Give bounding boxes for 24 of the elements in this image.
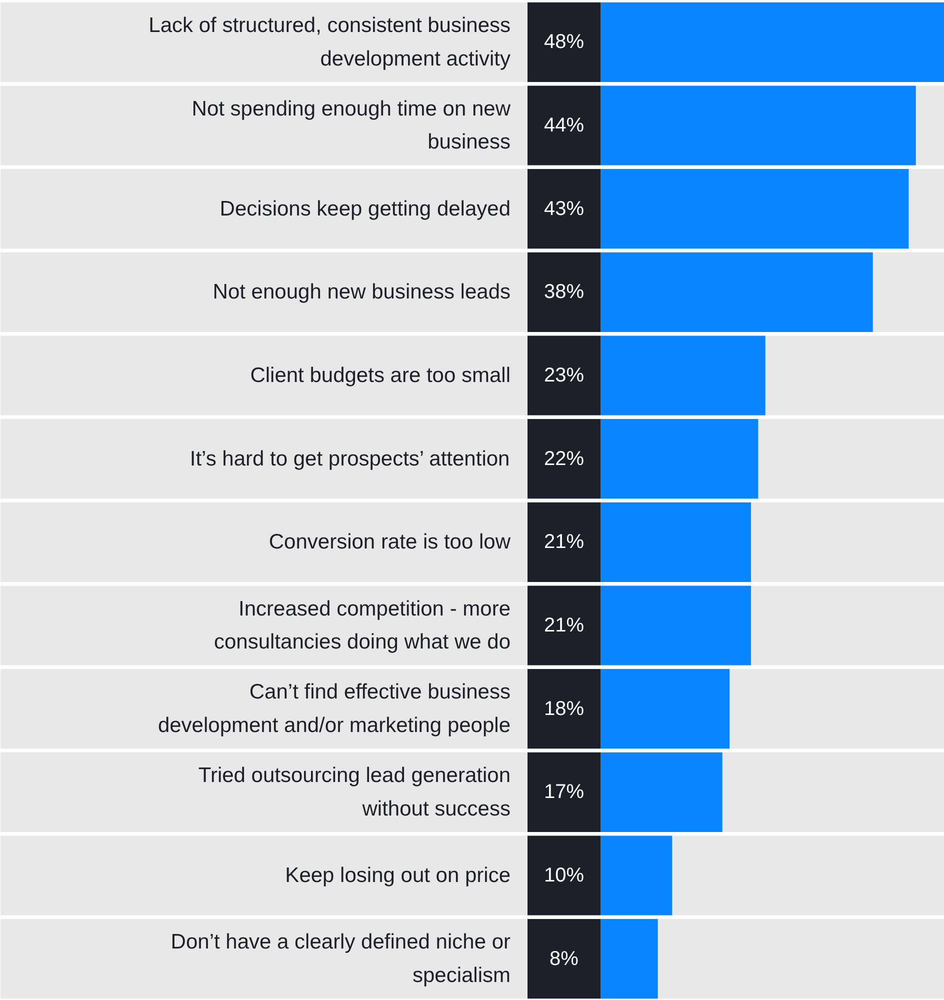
- data-label: 21%: [544, 531, 584, 554]
- y-tick-label: Lack of structured, consistent business development activity: [148, 14, 511, 70]
- data-label: 48%: [544, 31, 584, 54]
- data-label: 22%: [544, 448, 584, 470]
- y-tick-label: Conversion rate is too low: [268, 530, 512, 554]
- y-tick-label: Don’t have a clearly defined niche or specialism: [170, 930, 511, 988]
- data-label: 21%: [544, 614, 584, 636]
- y-tick-label: Tried outsourcing lead generation without success: [198, 764, 511, 820]
- data-label: 8%: [550, 948, 579, 970]
- y-tick-label: Client budgets are too small: [250, 364, 511, 387]
- data-label: 23%: [544, 364, 584, 386]
- data-label: 44%: [544, 114, 584, 136]
- y-tick-label: Increased competition - more consultancies doing what we do: [214, 597, 511, 654]
- data-label: 17%: [544, 781, 584, 804]
- data-label: 18%: [544, 698, 584, 720]
- y-tick-label: Not spending enough time on new business: [192, 97, 512, 154]
- y-tick-label: Keep losing out on price: [285, 864, 511, 887]
- data-label: 10%: [544, 864, 584, 886]
- data-label: 43%: [544, 198, 584, 220]
- y-tick-label: Not enough new business leads: [212, 280, 510, 304]
- y-tick-label: It’s hard to get prospects’ attention: [190, 447, 510, 470]
- data-label: 38%: [544, 281, 584, 304]
- y-tick-label: Decisions keep getting delayed: [220, 197, 511, 220]
- y-tick-label: Can’t find effective business development and/or marketing people: [158, 680, 511, 738]
